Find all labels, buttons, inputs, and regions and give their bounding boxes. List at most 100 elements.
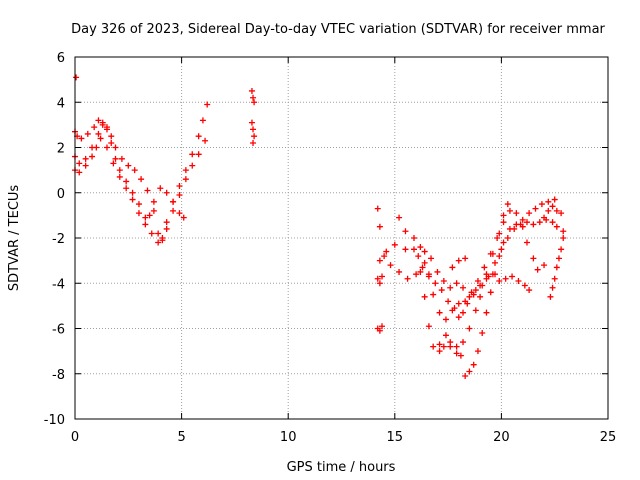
data-point bbox=[138, 176, 145, 183]
data-point bbox=[523, 239, 530, 246]
data-point bbox=[504, 235, 511, 241]
data-point bbox=[438, 287, 445, 294]
data-point bbox=[453, 343, 460, 350]
data-point bbox=[108, 133, 115, 140]
data-point bbox=[464, 300, 471, 307]
data-point bbox=[415, 253, 422, 260]
data-point bbox=[500, 239, 507, 246]
data-point bbox=[551, 275, 558, 282]
data-point bbox=[125, 162, 132, 169]
data-point bbox=[560, 228, 567, 235]
data-point bbox=[176, 192, 183, 199]
data-point bbox=[442, 332, 449, 339]
data-point bbox=[455, 314, 462, 321]
data-point bbox=[159, 237, 166, 244]
data-point bbox=[460, 339, 467, 346]
data-point bbox=[436, 309, 443, 316]
data-point bbox=[135, 201, 142, 208]
data-point bbox=[379, 323, 386, 330]
x-tick-label: 15 bbox=[387, 430, 404, 445]
data-point bbox=[470, 361, 477, 368]
data-point bbox=[479, 282, 486, 289]
chart-title: Day 326 of 2023, Sidereal Day-to-day VTE… bbox=[71, 22, 605, 37]
data-point bbox=[494, 235, 501, 241]
data-points bbox=[72, 74, 567, 380]
data-point bbox=[500, 212, 507, 219]
data-point bbox=[379, 273, 386, 280]
data-point bbox=[163, 189, 170, 196]
data-point bbox=[440, 277, 447, 284]
data-point bbox=[434, 268, 441, 275]
data-point bbox=[402, 246, 409, 253]
data-point bbox=[195, 133, 202, 140]
data-point bbox=[163, 219, 170, 226]
data-point bbox=[560, 235, 567, 241]
data-point bbox=[553, 223, 560, 230]
data-point bbox=[82, 162, 89, 169]
data-point bbox=[496, 230, 503, 237]
data-point bbox=[519, 216, 526, 223]
data-point bbox=[428, 255, 435, 262]
data-point bbox=[513, 221, 520, 228]
data-point bbox=[189, 151, 196, 158]
data-point bbox=[479, 330, 486, 337]
data-point bbox=[417, 268, 424, 275]
data-point bbox=[251, 99, 258, 106]
data-point bbox=[84, 130, 91, 137]
data-point bbox=[513, 210, 520, 217]
data-point bbox=[387, 262, 394, 269]
data-point bbox=[523, 219, 530, 226]
data-point bbox=[453, 350, 460, 357]
data-point bbox=[189, 162, 196, 169]
data-point bbox=[541, 262, 548, 269]
data-point bbox=[157, 185, 164, 192]
data-point bbox=[170, 207, 177, 214]
data-point bbox=[376, 223, 383, 230]
data-point bbox=[204, 101, 211, 108]
data-point bbox=[509, 273, 516, 280]
data-point bbox=[78, 135, 85, 142]
data-point bbox=[116, 167, 123, 174]
data-point bbox=[526, 210, 533, 217]
data-point bbox=[474, 348, 481, 355]
x-tick-label: 25 bbox=[600, 430, 617, 445]
data-point bbox=[163, 225, 170, 232]
data-point bbox=[547, 293, 554, 300]
axis-ticks: 0 5 10 15 20 25 -10 -8 -6 -4 -2 0 2 4 6 bbox=[44, 51, 617, 445]
data-point bbox=[436, 341, 443, 348]
data-point bbox=[447, 339, 454, 346]
data-point bbox=[250, 94, 257, 101]
data-point bbox=[396, 214, 403, 221]
data-point bbox=[131, 167, 138, 174]
data-point bbox=[421, 248, 428, 255]
data-point bbox=[447, 284, 454, 291]
data-point bbox=[374, 205, 381, 212]
y-tick-label: 6 bbox=[57, 51, 65, 66]
data-point bbox=[496, 277, 503, 284]
x-tick-label: 20 bbox=[493, 430, 510, 445]
data-point bbox=[506, 207, 513, 214]
data-point bbox=[404, 275, 411, 282]
data-point bbox=[391, 241, 398, 248]
data-point bbox=[135, 210, 142, 217]
data-point bbox=[498, 246, 505, 253]
data-point bbox=[558, 246, 565, 253]
data-point bbox=[410, 246, 417, 253]
data-point bbox=[536, 219, 543, 226]
data-point bbox=[396, 268, 403, 275]
data-point bbox=[521, 282, 528, 289]
data-point bbox=[76, 169, 83, 176]
data-point bbox=[91, 124, 98, 131]
data-point bbox=[549, 203, 556, 210]
y-tick-label: -4 bbox=[52, 277, 65, 292]
data-point bbox=[376, 257, 383, 264]
data-point bbox=[93, 144, 100, 151]
data-point bbox=[545, 198, 552, 205]
data-point bbox=[541, 214, 548, 221]
data-point bbox=[89, 153, 96, 160]
data-point bbox=[129, 196, 136, 203]
data-point bbox=[472, 307, 479, 314]
data-point bbox=[470, 291, 477, 298]
